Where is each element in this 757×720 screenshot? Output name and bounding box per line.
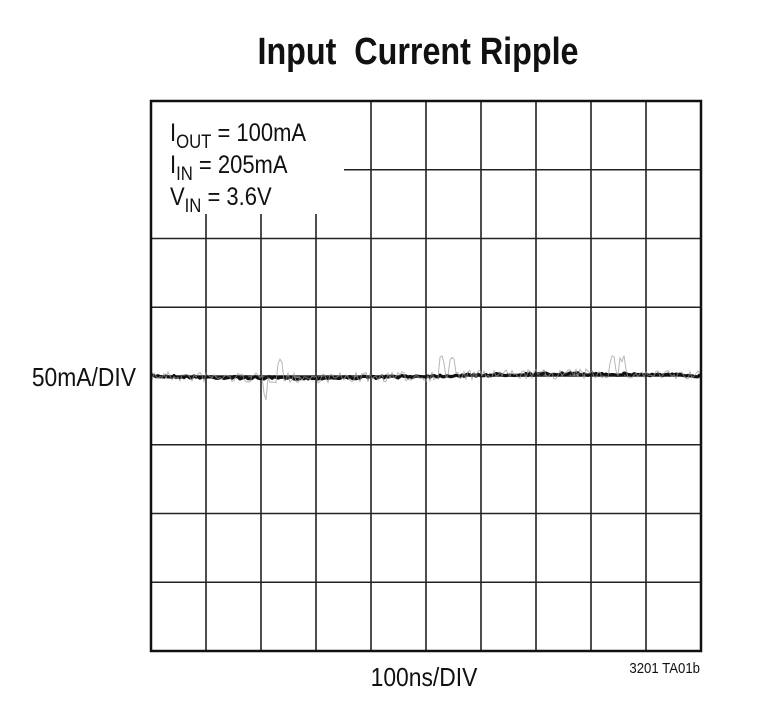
annotation-text: IIN = 205mA xyxy=(170,151,288,185)
plot-border xyxy=(149,99,703,653)
annotation-subscript: OUT xyxy=(176,131,211,152)
annotation-text: VIN = 3.6V xyxy=(170,183,272,217)
annotation-symbol: I xyxy=(170,151,176,179)
annotation-value: = 3.6V xyxy=(201,183,272,211)
annotation: IOUT = 100mA xyxy=(170,119,306,153)
annotation: VIN = 3.6V xyxy=(170,183,272,217)
y-label: 50mA/DIV xyxy=(32,364,137,393)
annotation-value: = 205mA xyxy=(193,151,288,179)
title: Input Current Ripple xyxy=(257,31,578,73)
annotation-text: IOUT = 100mA xyxy=(170,119,306,153)
x-label: 100ns/DIV xyxy=(371,664,478,693)
annotation-symbol: V xyxy=(170,183,185,211)
trace-noise xyxy=(151,355,701,401)
annotation-subscript: IN xyxy=(185,195,202,216)
annotation-background xyxy=(152,102,344,214)
annotation-value: = 100mA xyxy=(211,119,306,147)
annotation: IIN = 205mA xyxy=(170,151,288,185)
annotation-symbol: I xyxy=(170,119,176,147)
annotation-subscript: IN xyxy=(176,163,193,184)
figure-id: 3201 TA01b xyxy=(629,659,700,676)
